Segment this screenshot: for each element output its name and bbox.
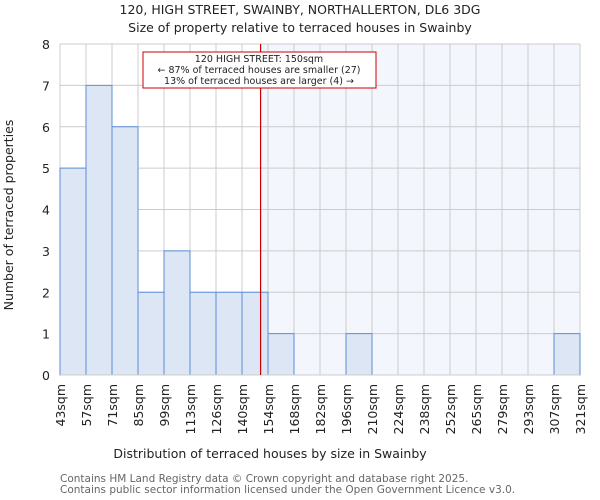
histogram-bar (345, 333, 373, 376)
y-tick-label: 3 (42, 244, 50, 259)
histogram-chart: 120, HIGH STREET, SWAINBY, NORTHALLERTON… (1, 2, 588, 461)
histogram-bar (267, 333, 295, 376)
x-tick-label: 99sqm (157, 384, 172, 427)
chart-title-line1: 120, HIGH STREET, SWAINBY, NORTHALLERTON… (120, 2, 481, 17)
histogram-bar (85, 84, 113, 376)
x-tick-label: 85sqm (131, 384, 146, 427)
y-tick-label: 5 (42, 161, 50, 176)
footer-line2: Contains public sector information licen… (60, 484, 516, 496)
x-tick-label: 168sqm (287, 384, 302, 434)
x-tick-label: 126sqm (209, 384, 224, 434)
histogram-bar (215, 291, 243, 376)
x-tick-label: 57sqm (79, 384, 94, 427)
y-tick-label: 1 (42, 327, 50, 342)
histogram-bar (137, 291, 165, 376)
x-tick-label: 182sqm (313, 384, 328, 434)
y-tick-label: 0 (42, 368, 50, 383)
annotation-box: 120 HIGH STREET: 150sqm ← 87% of terrace… (142, 51, 377, 89)
histogram-bar (241, 291, 269, 376)
x-tick-label: 238sqm (417, 384, 432, 434)
chart-title-line2: Size of property relative to terraced ho… (128, 20, 472, 35)
x-tick-label: 210sqm (365, 384, 380, 434)
annotation-line1: 120 HIGH STREET: 150sqm (195, 54, 323, 65)
x-tick-label: 140sqm (235, 384, 250, 434)
y-tick-label: 4 (42, 203, 50, 218)
annotation-line2: ← 87% of terraced houses are smaller (27… (157, 65, 360, 76)
histogram-bar (59, 167, 87, 376)
y-tick-label: 7 (42, 78, 50, 93)
x-tick-label: 265sqm (469, 384, 484, 434)
x-tick-label: 252sqm (443, 384, 458, 434)
x-tick-label: 43sqm (53, 384, 68, 427)
histogram-bar (111, 126, 139, 376)
y-tick-label: 6 (42, 120, 50, 135)
x-tick-label: 307sqm (547, 384, 562, 434)
histogram-bar (553, 333, 581, 376)
y-tick-label: 2 (42, 285, 50, 300)
footer-line1: Contains HM Land Registry data © Crown c… (60, 473, 469, 485)
y-tick-label: 8 (42, 37, 50, 52)
x-tick-label: 293sqm (521, 384, 536, 434)
x-tick-label: 224sqm (391, 384, 406, 434)
y-axis-label: Number of terraced properties (1, 120, 16, 311)
x-axis-label: Distribution of terraced houses by size … (113, 446, 427, 461)
x-tick-label: 321sqm (573, 384, 588, 434)
annotation-line3: 13% of terraced houses are larger (4) → (164, 76, 354, 87)
x-tick-label: 154sqm (261, 384, 276, 434)
x-tick-label: 279sqm (495, 384, 510, 434)
histogram-bar (163, 250, 191, 376)
x-tick-label: 71sqm (105, 384, 120, 427)
histogram-bar (189, 291, 217, 376)
x-tick-label: 196sqm (339, 384, 354, 434)
x-tick-label: 113sqm (183, 384, 198, 434)
